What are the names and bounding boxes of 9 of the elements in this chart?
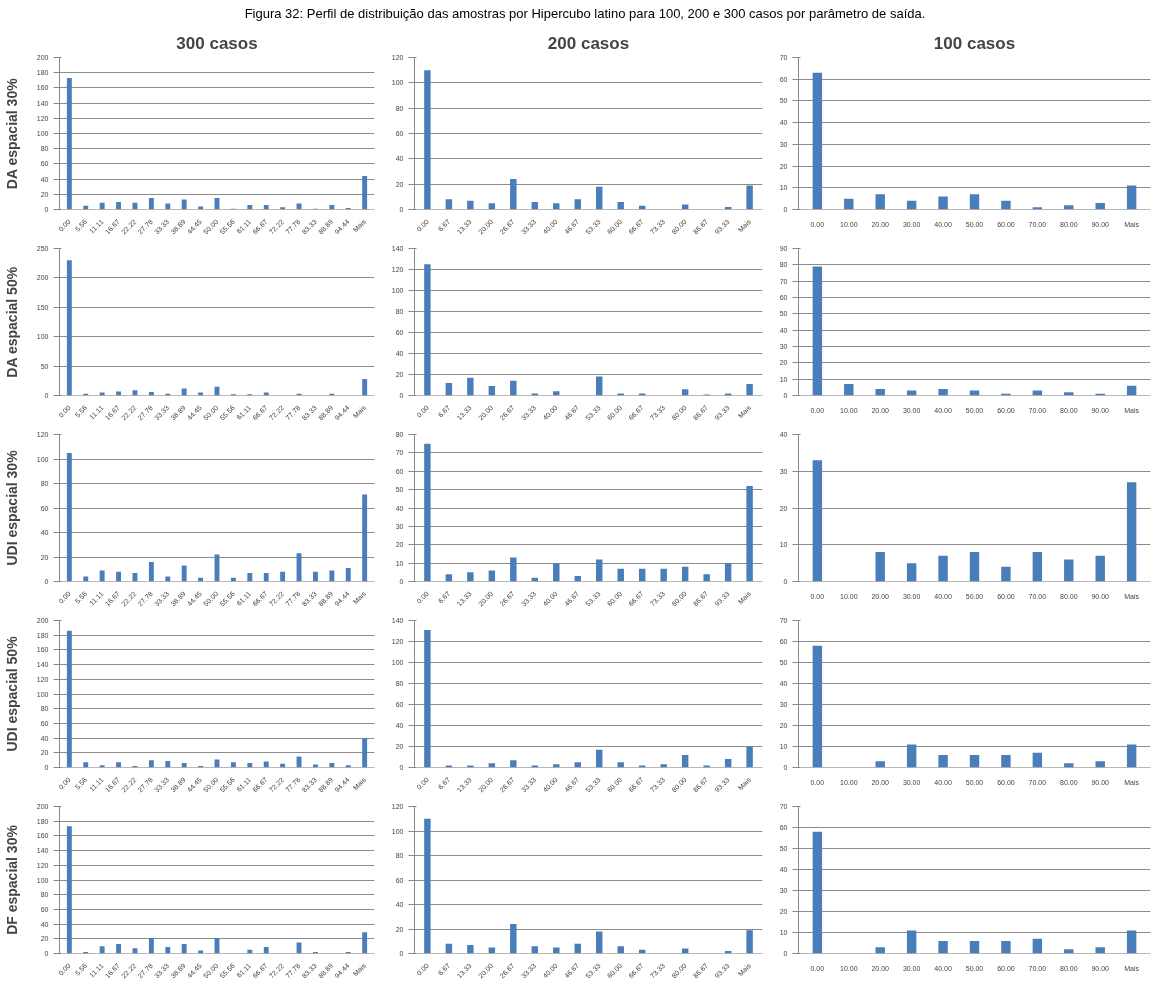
text: Figura 32: Perfil de distribuição das amostras por Hipercubo latino para 100, 200 e 300 casos por parâmetro de saída. bbox=[244, 5, 926, 23]
y-axis-title: DA espacial 30% bbox=[3, 77, 20, 190]
y-axis-title: DA espacial 50% bbox=[3, 266, 20, 378]
y-axis-title: DF espacial 30% bbox=[3, 824, 20, 935]
chart-title: 100 casos bbox=[933, 33, 1016, 53]
y-axis-title: UDI espacial 30% bbox=[3, 449, 20, 566]
chart-title: 200 casos bbox=[547, 33, 630, 53]
y-axis-title: UDI espacial 50% bbox=[3, 635, 20, 752]
chart-title: 300 casos bbox=[176, 33, 258, 53]
